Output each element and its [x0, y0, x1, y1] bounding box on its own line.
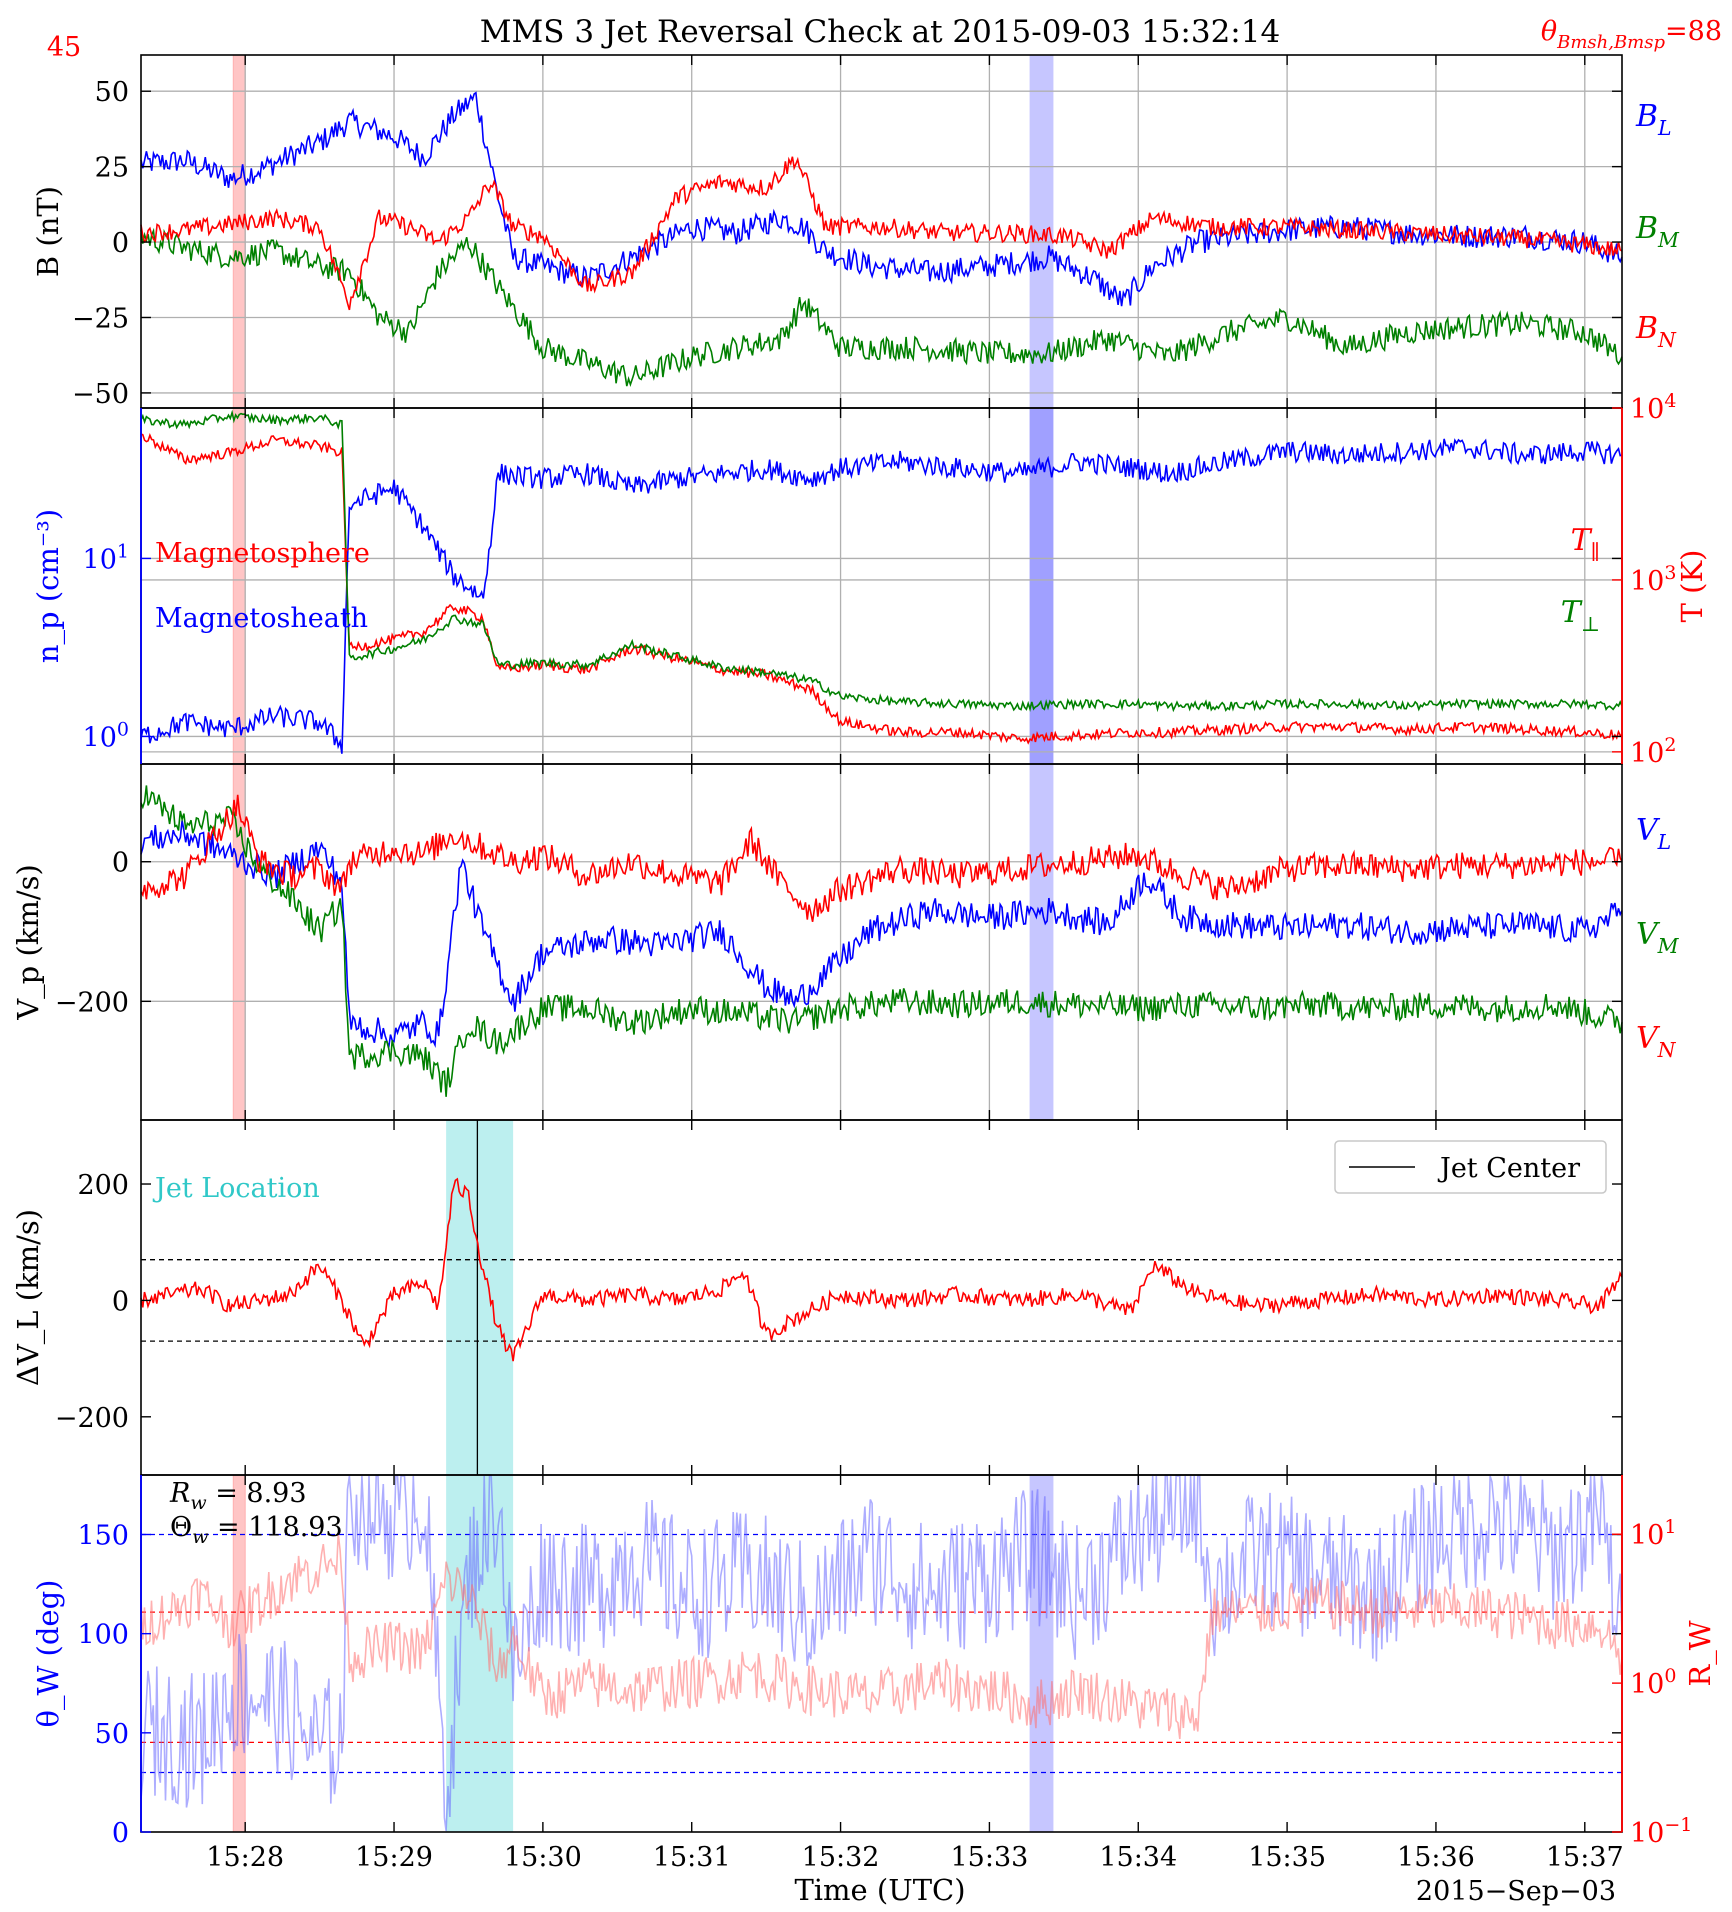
x-tick-label: 15:33 — [951, 1842, 1029, 1873]
panel-frames — [140, 54, 1623, 1833]
y-tick-label: 0 — [112, 848, 129, 879]
annot-magnetosphere: Magnetosphere — [155, 538, 370, 569]
chart-title: MMS 3 Jet Reversal Check at 2015-09-03 1… — [480, 14, 1280, 50]
ylabel-B: B (nT) — [31, 186, 65, 277]
series-V_N — [140, 794, 1623, 922]
y2-tick-label: 100 — [1630, 1665, 1676, 1700]
series-B_M — [140, 227, 1623, 388]
ylabel-np: n_p (cm⁻³) — [31, 509, 66, 663]
blue-band — [1029, 408, 1054, 764]
y-tick-label: 100 — [77, 1620, 129, 1651]
x-tick-label: 15:30 — [504, 1842, 582, 1873]
x-tick-label: 15:28 — [206, 1842, 284, 1873]
series-n_p — [140, 438, 1623, 754]
y2-tick-label: 103 — [1630, 562, 1676, 597]
series-R_W — [140, 1533, 1623, 1740]
legend-BN: BN — [1635, 311, 1677, 352]
ylabel-RW: R_W — [1683, 1620, 1718, 1686]
series-lines — [140, 91, 1623, 1832]
y2-tick-label: 10−1 — [1630, 1814, 1692, 1849]
y-tick-label: −50 — [72, 379, 129, 410]
red-band — [232, 407, 246, 765]
annot-magnetosheath: Magnetosheath — [155, 603, 368, 634]
blue-band — [1029, 55, 1054, 408]
x-tick-label: 15:37 — [1546, 1842, 1624, 1873]
legend-VL: VL — [1636, 813, 1671, 854]
ylabel-Vp: V_p (km/s) — [11, 864, 46, 1021]
x-tick-label: 15:35 — [1248, 1842, 1326, 1873]
y-tick-label: 200 — [77, 1170, 129, 1201]
annot-Rw: Rw = 8.93 — [169, 1478, 307, 1514]
corner-right-label: θBmsh,Bmsp=88 — [1541, 16, 1722, 53]
legend-BM: BM — [1635, 211, 1680, 252]
annot-jet-location: Jet Location — [152, 1173, 320, 1204]
annot-Theta-w: Θw = 118.93 — [170, 1512, 343, 1548]
corner-left-label: 45 — [47, 32, 81, 63]
y-tick-label: 50 — [95, 1719, 129, 1750]
y2-tick-label: 102 — [1630, 734, 1676, 769]
legend-T-par: T∥ — [1571, 523, 1600, 564]
grid-lines — [141, 55, 1622, 1774]
legend-T-perp: T⊥ — [1561, 595, 1600, 636]
y-tick-label: 0 — [112, 1818, 129, 1849]
legend-BL: BL — [1635, 99, 1672, 140]
y2-tick-label: 104 — [1630, 390, 1676, 425]
legend-box — [1334, 1140, 1607, 1194]
date-label: 2015−Sep−03 — [1416, 1876, 1616, 1907]
y-tick-label: 0 — [112, 228, 129, 259]
series-B_N — [140, 156, 1623, 311]
x-axis-label: Time (UTC) — [794, 1873, 965, 1907]
blue-band — [1029, 764, 1054, 1120]
series-T_par — [140, 433, 1622, 745]
x-tick-label: 15:31 — [653, 1842, 731, 1873]
legend-jet-center-label: Jet Center — [1437, 1153, 1580, 1184]
x-tick-label: 15:36 — [1397, 1842, 1475, 1873]
x-tick-label: 15:32 — [802, 1842, 880, 1873]
y-tick-label: 50 — [95, 77, 129, 108]
red-band — [232, 54, 246, 409]
legend-VN: VN — [1636, 1021, 1677, 1062]
y-tick-label: 100 — [83, 718, 129, 753]
ylabel-T: T (K) — [1675, 550, 1709, 623]
x-tick-label: 15:29 — [355, 1842, 433, 1873]
y-tick-label: 25 — [95, 153, 129, 184]
y-tick-label: 101 — [83, 540, 129, 575]
y-tick-label: −200 — [55, 987, 129, 1018]
legend-VM: VM — [1636, 917, 1680, 958]
y-tick-label: 150 — [77, 1521, 129, 1552]
series-V_M — [140, 785, 1623, 1097]
y2-tick-label: 101 — [1630, 1516, 1676, 1551]
series-T_perp — [140, 409, 1623, 713]
series-dVL — [140, 1177, 1623, 1362]
x-tick-label: 15:34 — [1099, 1842, 1177, 1873]
text-labels: −50 −25 0 25 50 100 101 −200 0 −200 0 200 0 50 100 150 1… — [11, 14, 1722, 1907]
cyan-jet-band — [446, 1120, 514, 1475]
y-tick-label: −25 — [72, 303, 129, 334]
ylabel-dVL: ΔV_L (km/s) — [11, 1209, 46, 1386]
ylabel-theta: θ_W (deg) — [31, 1580, 66, 1728]
y-tick-label: −200 — [55, 1403, 129, 1434]
y-tick-label: 0 — [112, 1286, 129, 1317]
